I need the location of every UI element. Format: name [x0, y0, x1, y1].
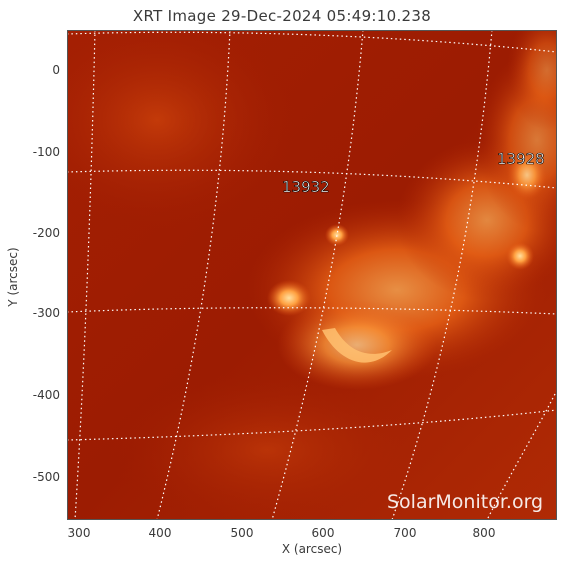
- y-tick: 0: [52, 63, 60, 77]
- solar-image-plot: 13932 13928 SolarMonitor.org: [67, 30, 557, 520]
- x-tick: 300: [67, 526, 91, 540]
- bright-kernel: [506, 242, 534, 270]
- x-axis-label: X (arcsec): [281, 542, 343, 556]
- y-axis-label: Y (arcsec): [6, 247, 20, 307]
- region-label-13932: 13932: [282, 178, 330, 196]
- bright-arc: [322, 328, 392, 363]
- diffuse-glow: [67, 30, 297, 230]
- x-tick: 700: [393, 526, 417, 540]
- y-tick: -500: [32, 470, 60, 484]
- y-tick: -400: [32, 388, 60, 402]
- loop-system: [277, 300, 437, 390]
- y-tick: -300: [32, 306, 60, 320]
- x-tick: 600: [311, 526, 335, 540]
- bright-kernel: [507, 150, 547, 200]
- y-tick: -100: [32, 145, 60, 159]
- diffuse-glow: [107, 370, 427, 520]
- bright-kernel: [325, 224, 349, 246]
- active-region-glow: [507, 30, 557, 130]
- x-tick: 500: [230, 526, 254, 540]
- image-title: XRT Image 29-Dec-2024 05:49:10.238: [132, 7, 432, 25]
- x-tick: 400: [148, 526, 172, 540]
- bright-kernel: [267, 280, 311, 316]
- region-label-13928: 13928: [497, 150, 545, 168]
- plot-frame: [67, 30, 557, 520]
- y-tick: -200: [32, 226, 60, 240]
- x-tick: 800: [472, 526, 496, 540]
- heliographic-grid: [67, 30, 557, 520]
- watermark: SolarMonitor.org: [387, 491, 543, 513]
